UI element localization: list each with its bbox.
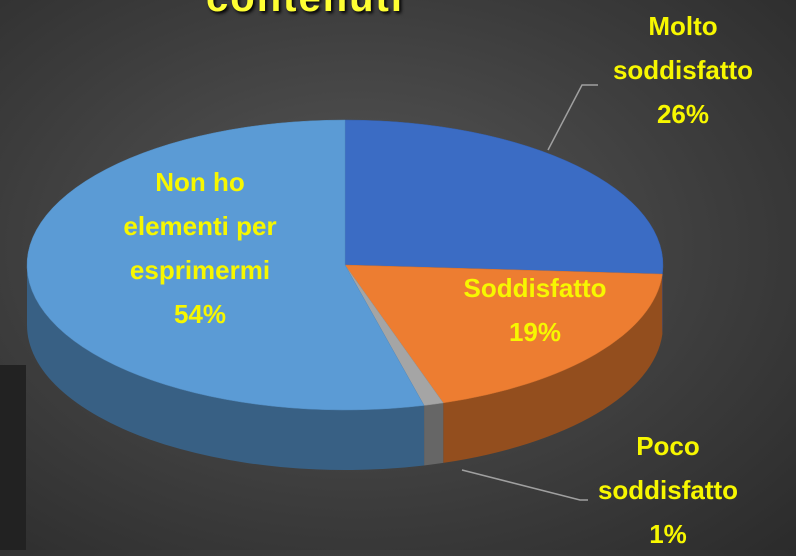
- chart-title: contenuti: [206, 0, 404, 21]
- category-label: Non ho elementi per esprimermi: [123, 167, 277, 285]
- slice: [344, 264, 663, 404]
- value-label: 19%: [508, 317, 562, 347]
- data-label: Soddisfatto 19%: [420, 266, 650, 354]
- leader-lines: [461, 84, 598, 501]
- leader-line: [547, 84, 598, 151]
- category-label: Poco soddisfatto: [597, 431, 739, 505]
- value-label: 1%: [649, 519, 687, 549]
- slice: [26, 119, 425, 411]
- slice-side: [662, 265, 663, 335]
- slice-side: [27, 265, 425, 470]
- data-label: Poco soddisfatto 1%: [578, 424, 758, 556]
- slice-side: [424, 402, 444, 466]
- pie-tops: [26, 119, 664, 411]
- data-label: Non ho elementi per esprimermi 54%: [110, 160, 290, 336]
- leader-line: [461, 469, 588, 501]
- category-label: Molto soddisfatto: [612, 11, 754, 85]
- value-label: 54%: [173, 299, 227, 329]
- category-label: Soddisfatto: [463, 273, 607, 303]
- pie-sides: [27, 265, 663, 470]
- slice-side: [443, 274, 663, 463]
- side-panel: [0, 365, 26, 550]
- slice: [344, 119, 664, 275]
- value-label: 26%: [656, 99, 710, 129]
- data-label: Molto soddisfatto 26%: [593, 4, 773, 136]
